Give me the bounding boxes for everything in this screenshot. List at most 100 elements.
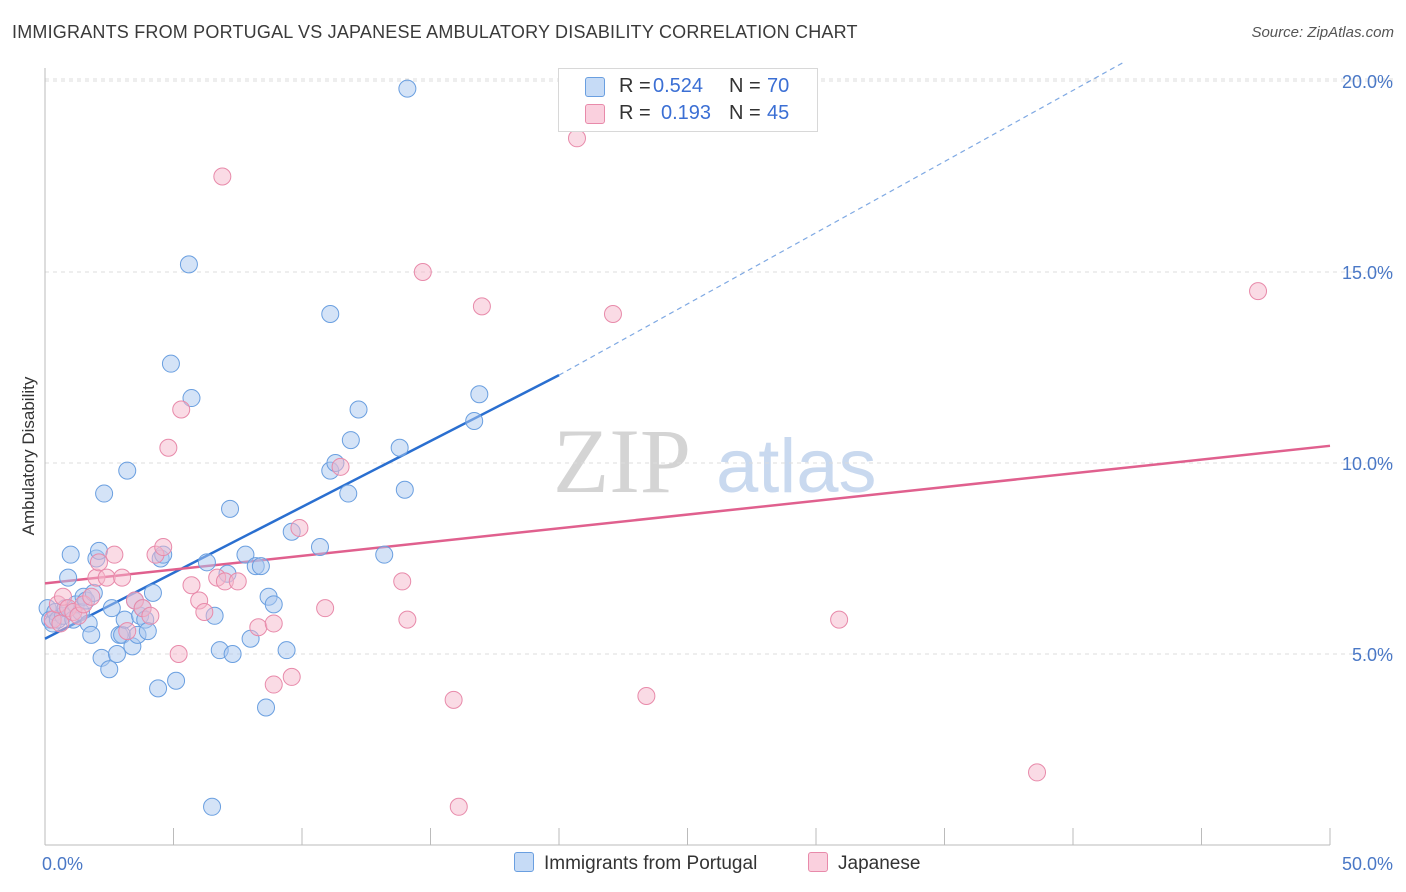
point-portugal — [277, 641, 296, 660]
point-portugal — [107, 645, 126, 663]
point-japanese — [195, 602, 214, 621]
y-tick-label: 20.0% — [1342, 72, 1393, 92]
point-japanese — [444, 690, 463, 709]
point-japanese — [830, 610, 849, 629]
point-portugal — [349, 400, 368, 419]
point-portugal — [264, 595, 283, 614]
point-japanese — [393, 572, 412, 591]
point-portugal — [100, 660, 119, 679]
point-portugal — [339, 484, 358, 503]
bottom-legend: Immigrants from Portugal Japanese — [0, 852, 1406, 878]
point-japanese — [213, 167, 232, 186]
point-portugal — [221, 499, 240, 518]
point-japanese — [282, 667, 301, 686]
point-portugal — [203, 797, 222, 816]
point-japanese — [89, 553, 108, 572]
legend-r-label: R = — [619, 102, 651, 124]
point-japanese — [637, 687, 656, 706]
point-portugal — [341, 431, 360, 450]
watermark-atlas: atlas — [716, 424, 877, 509]
point-japanese — [97, 568, 116, 587]
legend-swatch-pink — [808, 852, 828, 872]
point-japanese — [105, 545, 124, 564]
point-portugal — [138, 622, 157, 641]
point-portugal — [257, 698, 276, 717]
legend-r-label: R = — [619, 75, 651, 97]
legend-n-label: N = — [729, 75, 761, 97]
legend-swatch-pink — [585, 104, 605, 124]
point-portugal — [118, 461, 137, 480]
legend-label-portugal: Immigrants from Portugal — [544, 853, 758, 874]
point-japanese — [1028, 763, 1047, 782]
point-japanese — [331, 457, 350, 476]
legend-item-japanese: Japanese — [808, 852, 920, 875]
y-tick-label: 15.0% — [1342, 263, 1393, 283]
point-japanese — [51, 614, 70, 633]
point-portugal — [236, 545, 255, 564]
point-japanese — [264, 614, 283, 633]
point-japanese — [316, 599, 335, 618]
y-tick-label: 10.0% — [1342, 454, 1393, 474]
point-portugal — [82, 625, 101, 644]
point-japanese — [172, 400, 191, 419]
legend-n-value: 45 — [767, 102, 790, 124]
trend-line-portugal — [44, 374, 560, 640]
point-japanese — [398, 610, 417, 629]
point-portugal — [182, 389, 201, 408]
legend-item-portugal: Immigrants from Portugal — [514, 852, 757, 875]
watermark-zip: ZIP — [553, 410, 691, 512]
point-japanese — [169, 645, 188, 663]
tick-labels: 5.0% 10.0% 15.0% 20.0% 0.0% 50.0% — [42, 72, 1393, 874]
point-portugal — [223, 645, 242, 663]
point-portugal — [375, 545, 394, 564]
chart-title: IMMIGRANTS FROM PORTUGAL VS JAPANESE AMB… — [12, 22, 858, 42]
point-portugal — [161, 354, 180, 373]
point-portugal — [102, 599, 121, 618]
point-portugal — [143, 583, 162, 602]
point-japanese — [413, 263, 432, 281]
source-credit: Source: ZipAtlas.com — [1251, 24, 1394, 41]
point-portugal — [251, 557, 270, 576]
data-points — [38, 79, 1268, 816]
y-axis-label: Ambulatory Disability — [19, 376, 38, 535]
legend-swatch-blue — [514, 852, 534, 872]
point-portugal — [59, 568, 78, 587]
point-portugal — [470, 385, 489, 404]
legend-r-value: 0.524 — [653, 75, 704, 97]
legend-n-value: 70 — [767, 75, 790, 97]
point-japanese — [141, 606, 160, 625]
legend-r-value: 0.193 — [661, 102, 712, 124]
point-portugal — [61, 545, 80, 564]
y-tick-label: 5.0% — [1352, 645, 1393, 665]
point-japanese — [472, 297, 491, 316]
point-portugal — [179, 255, 198, 274]
legend-box: R = 0.524 N = 70 R = 0.193 N = 45 — [558, 68, 818, 132]
point-japanese — [228, 572, 247, 591]
point-japanese — [82, 587, 101, 606]
point-japanese — [113, 568, 132, 587]
legend-swatch-blue — [585, 77, 605, 97]
legend-n-label: N = — [729, 102, 761, 124]
point-japanese — [182, 576, 201, 595]
point-japanese — [159, 438, 178, 457]
point-japanese — [449, 797, 468, 816]
point-portugal — [390, 438, 409, 457]
point-portugal — [197, 553, 216, 572]
axes — [44, 68, 1331, 846]
point-portugal — [149, 679, 168, 698]
point-portugal — [310, 538, 329, 557]
point-japanese — [567, 129, 586, 148]
point-portugal — [167, 671, 186, 690]
point-portugal — [395, 480, 414, 499]
point-portugal — [95, 484, 114, 503]
point-japanese — [249, 618, 268, 637]
point-japanese — [1249, 282, 1268, 301]
point-japanese — [264, 675, 283, 694]
legend-label-japanese: Japanese — [838, 853, 921, 874]
point-japanese — [603, 305, 622, 324]
x-tick-label: 0.0% — [42, 854, 83, 874]
point-japanese — [290, 518, 309, 537]
point-japanese — [118, 622, 137, 641]
point-portugal — [465, 411, 484, 430]
